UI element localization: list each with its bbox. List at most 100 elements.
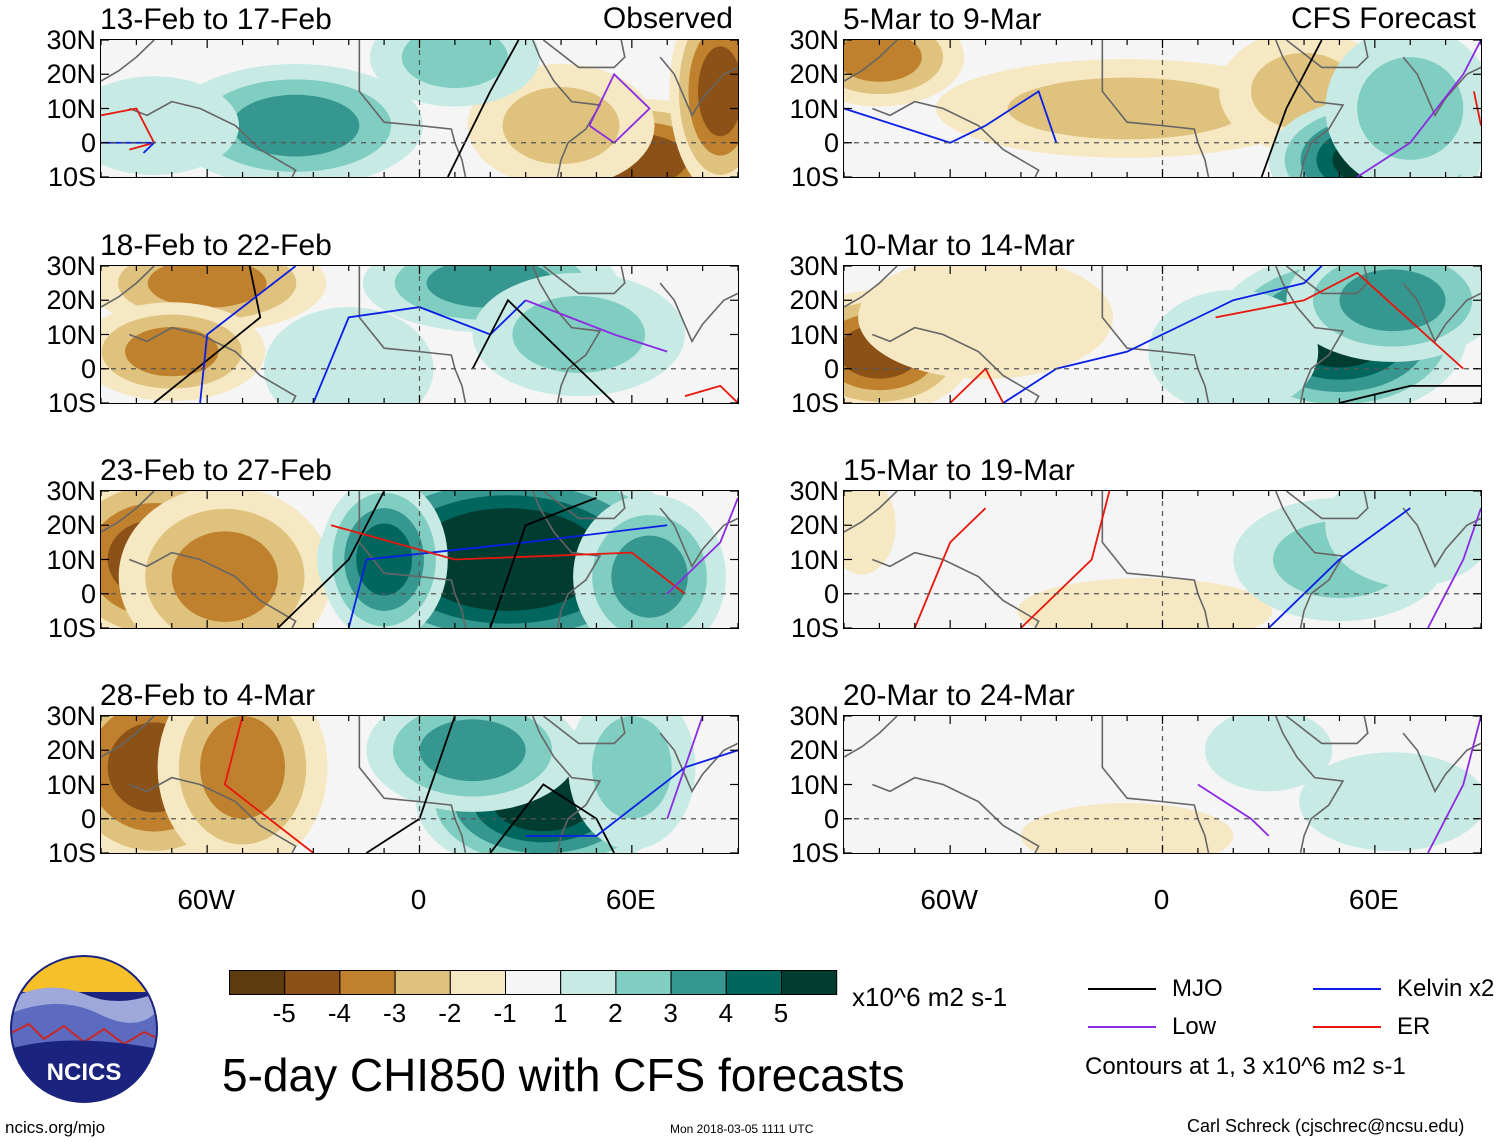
footer-author: Carl Schreck (cjschrec@ncsu.edu) [1187,1116,1465,1136]
wave-contour [666,497,738,595]
colorbar-label: -3 [383,998,407,1028]
coastline [1101,40,1210,177]
colorbar-label: -2 [438,998,462,1028]
map-panel [843,715,1482,854]
wave-contour [1268,507,1411,628]
wave-contour [471,298,615,403]
colorbar-swatch [505,970,562,995]
y-tick-label: 20N [789,510,839,541]
y-tick-label: 10S [47,838,96,868]
map-panel [100,715,739,854]
anomaly-map [101,491,738,628]
panel-title: 28-Feb to 4-Mar [100,679,316,712]
coastline [542,266,626,295]
coastline [101,266,155,308]
anomaly-map [844,266,1481,403]
map-panel [843,265,1482,404]
coastline [1101,491,1210,628]
map-panel [843,39,1482,178]
footer-website: ncics.org/mjo [5,1118,106,1137]
coastline [358,716,467,853]
wave-contour [666,716,704,820]
colorbar-swatch [229,970,286,995]
panel-title: 13-Feb to 17-Feb [100,3,332,36]
map-panel [100,39,739,178]
wave-contour [913,507,987,628]
anomaly-shading [698,46,738,137]
coastline [1402,282,1481,344]
y-tick-label: 20N [46,510,96,541]
y-tick-label: 0 [823,803,839,834]
coastline [844,491,898,533]
y-tick-label: 10S [790,162,839,192]
wave-contour [1427,716,1481,853]
anomaly-shading [1325,491,1481,587]
wave-contour [153,266,262,403]
coastline [129,776,297,853]
wave-contour [1339,384,1481,403]
y-tick-label: 20N [46,285,96,316]
anomaly-shading [844,40,922,82]
coastline [358,491,467,628]
wave-contour [199,266,297,403]
colorbar-swatch [670,970,727,995]
x-tick-label: 60W [920,884,978,915]
wave-contour [489,783,615,853]
coastline [872,326,1040,403]
wave-contour [1215,271,1464,370]
y-tick-label: 30N [46,25,96,55]
y-tick-label: 10N [46,93,96,124]
y-tick-label: 0 [80,803,96,834]
colorbar-swatch [339,970,396,995]
colorbar-label: 4 [718,998,734,1028]
y-tick-label: 10S [47,162,96,192]
wave-contour [330,524,686,595]
anomaly-shading [1357,57,1464,160]
anomaly-map [101,266,738,403]
y-tick-label: 0 [80,127,96,158]
wave-contour [588,72,651,144]
coastline [1101,716,1210,853]
y-tick-label: 20N [46,59,96,90]
wave-contour [101,107,156,151]
anomaly-shading [1020,803,1234,853]
panel-title: 20-Mar to 24-Mar [843,679,1075,712]
anomaly-shading [844,491,896,575]
x-tick-label: 60E [1348,884,1399,915]
y-tick-label: 30N [46,251,96,281]
anomaly-shading [419,719,526,782]
y-tick-label: 0 [823,578,839,609]
coastline [872,776,1040,853]
wave-contour [447,40,520,177]
x-tick-label: 0 [1153,884,1170,915]
y-tick-label: 30N [46,476,96,506]
anomaly-shading [263,307,434,403]
y-tick-label: 10S [47,388,96,418]
ncics-logo: NCICS [10,955,158,1103]
y-tick-label: 20N [46,735,96,766]
anomaly-shading [1017,578,1273,628]
coastline [542,40,626,69]
legend-swatch [1088,1026,1156,1028]
coastline [1275,266,1345,403]
coastline [101,716,155,758]
y-tick-label: 0 [80,578,96,609]
map-panel [100,490,739,629]
y-tick-label: 20N [789,59,839,90]
anomaly-shading [1148,289,1319,403]
panel-title: 23-Feb to 27-Feb [100,454,332,487]
anomaly-shading [1204,716,1333,792]
y-tick-label: 20N [789,285,839,316]
coastline [1285,40,1369,69]
y-tick-label: 10N [789,319,839,350]
colorbar-label: -1 [493,998,517,1028]
y-tick-label: 30N [789,701,839,731]
wave-contour [684,384,738,403]
panel-title: 18-Feb to 22-Feb [100,229,332,262]
contour-note: Contours at 1, 3 x10^6 m2 s-1 [1085,1053,1406,1080]
panel-title: 5-Mar to 9-Mar [843,3,1042,36]
coastline [659,507,738,569]
y-tick-label: 10S [47,613,96,643]
wave-contour [1020,491,1111,628]
anomaly-shading [125,326,219,377]
